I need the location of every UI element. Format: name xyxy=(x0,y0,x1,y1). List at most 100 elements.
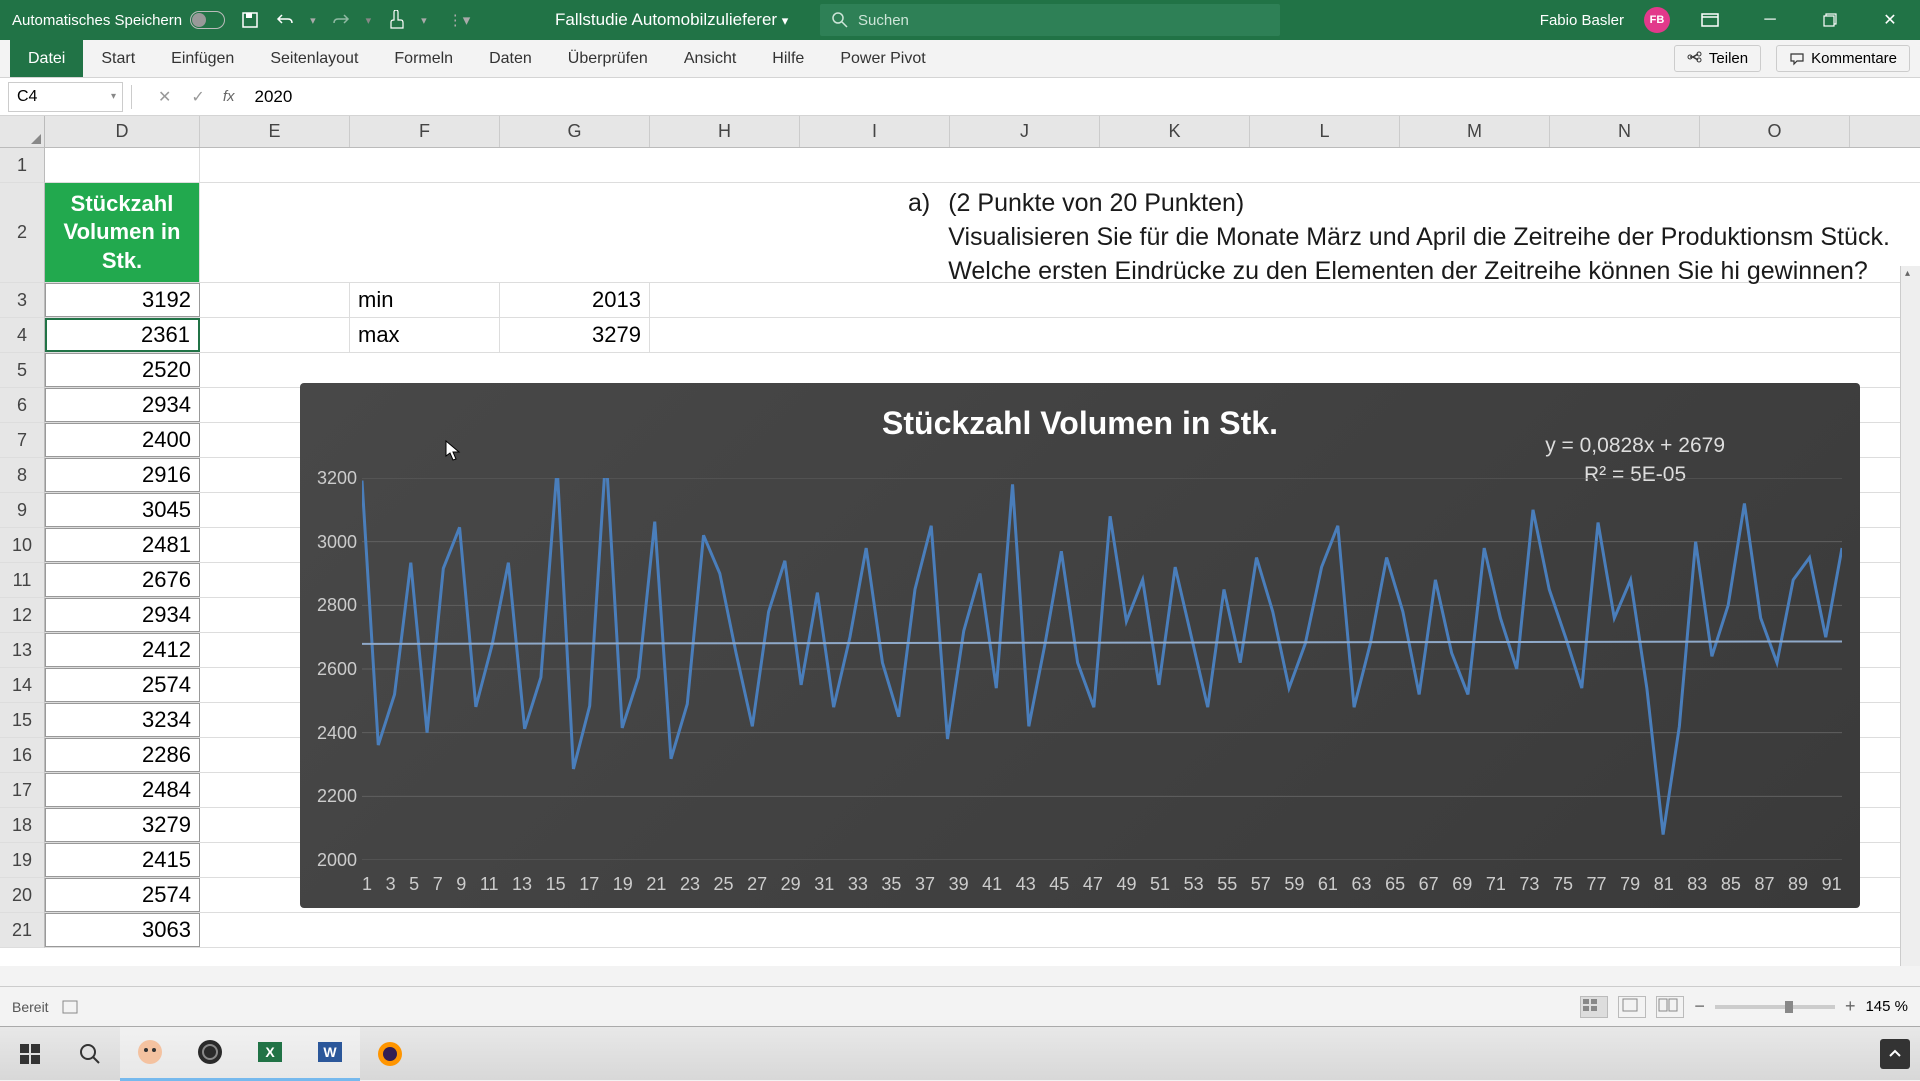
row-header-14[interactable]: 14 xyxy=(0,668,45,703)
taskbar-app-1[interactable] xyxy=(120,1027,180,1081)
select-all-corner[interactable] xyxy=(0,116,45,147)
col-header-M[interactable]: M xyxy=(1400,116,1550,147)
data-cell[interactable]: 2400 xyxy=(45,423,200,457)
col-header-G[interactable]: G xyxy=(500,116,650,147)
row-header-9[interactable]: 9 xyxy=(0,493,45,528)
row-header-18[interactable]: 18 xyxy=(0,808,45,843)
macro-icon[interactable] xyxy=(61,999,79,1015)
row-header-4[interactable]: 4 xyxy=(0,318,45,353)
taskbar-excel-icon[interactable]: X xyxy=(240,1027,300,1081)
tab-hilfe[interactable]: Hilfe xyxy=(754,40,822,77)
data-cell[interactable]: 2574 xyxy=(45,878,200,912)
zoom-out[interactable]: − xyxy=(1694,996,1705,1017)
data-cell[interactable]: 2520 xyxy=(45,353,200,387)
ribbon-display-icon[interactable] xyxy=(1690,0,1730,40)
comments-button[interactable]: Kommentare xyxy=(1776,45,1910,72)
data-cell[interactable]: 2934 xyxy=(45,598,200,632)
row-header-7[interactable]: 7 xyxy=(0,423,45,458)
autosave-toggle[interactable]: Automatisches Speichern xyxy=(12,11,225,29)
col-header-F[interactable]: F xyxy=(350,116,500,147)
save-icon[interactable] xyxy=(240,10,260,30)
data-cell[interactable]: 3234 xyxy=(45,703,200,737)
zoom-slider[interactable] xyxy=(1715,1005,1835,1009)
col-header-H[interactable]: H xyxy=(650,116,800,147)
min-value[interactable]: 2013 xyxy=(500,283,650,317)
tab-datei[interactable]: Datei xyxy=(10,40,83,77)
tab-einfuegen[interactable]: Einfügen xyxy=(153,40,252,77)
vertical-scrollbar[interactable] xyxy=(1900,266,1920,966)
data-cell[interactable]: 2484 xyxy=(45,773,200,807)
row-header-10[interactable]: 10 xyxy=(0,528,45,563)
share-button[interactable]: Teilen xyxy=(1674,45,1761,72)
col-header-E[interactable]: E xyxy=(200,116,350,147)
col-header-J[interactable]: J xyxy=(950,116,1100,147)
row-header-12[interactable]: 12 xyxy=(0,598,45,633)
row-header-1[interactable]: 1 xyxy=(0,148,45,183)
taskbar-firefox-icon[interactable] xyxy=(360,1027,420,1081)
taskbar-word-icon[interactable]: W xyxy=(300,1027,360,1081)
tab-start[interactable]: Start xyxy=(83,40,153,77)
touch-icon[interactable] xyxy=(386,10,406,30)
minimize-icon[interactable]: ─ xyxy=(1750,0,1790,40)
col-header-I[interactable]: I xyxy=(800,116,950,147)
name-box[interactable]: C4 xyxy=(8,82,123,112)
fx-icon[interactable]: fx xyxy=(223,88,235,105)
row-header-6[interactable]: 6 xyxy=(0,388,45,423)
line-chart[interactable]: Stückzahl Volumen in Stk. y = 0,0828x + … xyxy=(300,383,1860,908)
confirm-formula-icon[interactable]: ✓ xyxy=(191,87,204,107)
zoom-level[interactable]: 145 % xyxy=(1865,998,1908,1015)
cancel-formula-icon[interactable]: ✕ xyxy=(158,87,171,107)
touch-dropdown[interactable]: ▾ xyxy=(421,14,427,27)
maximize-icon[interactable] xyxy=(1810,0,1850,40)
data-cell[interactable]: 3045 xyxy=(45,493,200,527)
view-normal-icon[interactable] xyxy=(1580,996,1608,1018)
view-page-icon[interactable] xyxy=(1618,996,1646,1018)
data-cell[interactable]: 2574 xyxy=(45,668,200,702)
row-header-20[interactable]: 20 xyxy=(0,878,45,913)
row-header-16[interactable]: 16 xyxy=(0,738,45,773)
tab-seitenlayout[interactable]: Seitenlayout xyxy=(252,40,376,77)
tab-ansicht[interactable]: Ansicht xyxy=(666,40,754,77)
data-cell[interactable]: 3192 xyxy=(45,283,200,317)
show-hidden-icons[interactable] xyxy=(1880,1039,1910,1069)
tab-powerpivot[interactable]: Power Pivot xyxy=(822,40,943,77)
col-header-N[interactable]: N xyxy=(1550,116,1700,147)
user-name[interactable]: Fabio Basler xyxy=(1540,12,1624,29)
data-cell[interactable]: 3279 xyxy=(45,808,200,842)
row-header-8[interactable]: 8 xyxy=(0,458,45,493)
col-header-K[interactable]: K xyxy=(1100,116,1250,147)
min-label[interactable]: min xyxy=(350,283,500,317)
formula-input[interactable]: 2020 xyxy=(254,87,292,107)
search-taskbar-icon[interactable] xyxy=(60,1027,120,1081)
tab-formeln[interactable]: Formeln xyxy=(376,40,471,77)
row-header-3[interactable]: 3 xyxy=(0,283,45,318)
row-header-13[interactable]: 13 xyxy=(0,633,45,668)
table-header[interactable]: Stückzahl Volumen in Stk. xyxy=(45,183,200,282)
view-break-icon[interactable] xyxy=(1656,996,1684,1018)
data-cell[interactable]: 2361 xyxy=(45,318,200,352)
tab-daten[interactable]: Daten xyxy=(471,40,550,77)
row-header-19[interactable]: 19 xyxy=(0,843,45,878)
data-cell[interactable]: 2481 xyxy=(45,528,200,562)
row-header-17[interactable]: 17 xyxy=(0,773,45,808)
zoom-in[interactable]: + xyxy=(1845,996,1856,1017)
row-header-11[interactable]: 11 xyxy=(0,563,45,598)
row-header-2[interactable]: 2 xyxy=(0,183,45,283)
toggle-switch[interactable] xyxy=(190,11,225,29)
undo-icon[interactable] xyxy=(275,10,295,30)
data-cell[interactable]: 2676 xyxy=(45,563,200,597)
search-box[interactable]: Suchen xyxy=(820,4,1280,36)
data-cell[interactable]: 2415 xyxy=(45,843,200,877)
row-header-21[interactable]: 21 xyxy=(0,913,45,948)
col-header-L[interactable]: L xyxy=(1250,116,1400,147)
data-cell[interactable]: 3063 xyxy=(45,913,200,947)
data-cell[interactable]: 2412 xyxy=(45,633,200,667)
taskbar-obs-icon[interactable] xyxy=(180,1027,240,1081)
max-label[interactable]: max xyxy=(350,318,500,352)
col-header-D[interactable]: D xyxy=(45,116,200,147)
row-header-5[interactable]: 5 xyxy=(0,353,45,388)
data-cell[interactable]: 2916 xyxy=(45,458,200,492)
qat-customize[interactable]: ⋮▾ xyxy=(448,11,471,29)
start-button[interactable] xyxy=(0,1027,60,1081)
undo-dropdown[interactable]: ▾ xyxy=(310,14,316,27)
